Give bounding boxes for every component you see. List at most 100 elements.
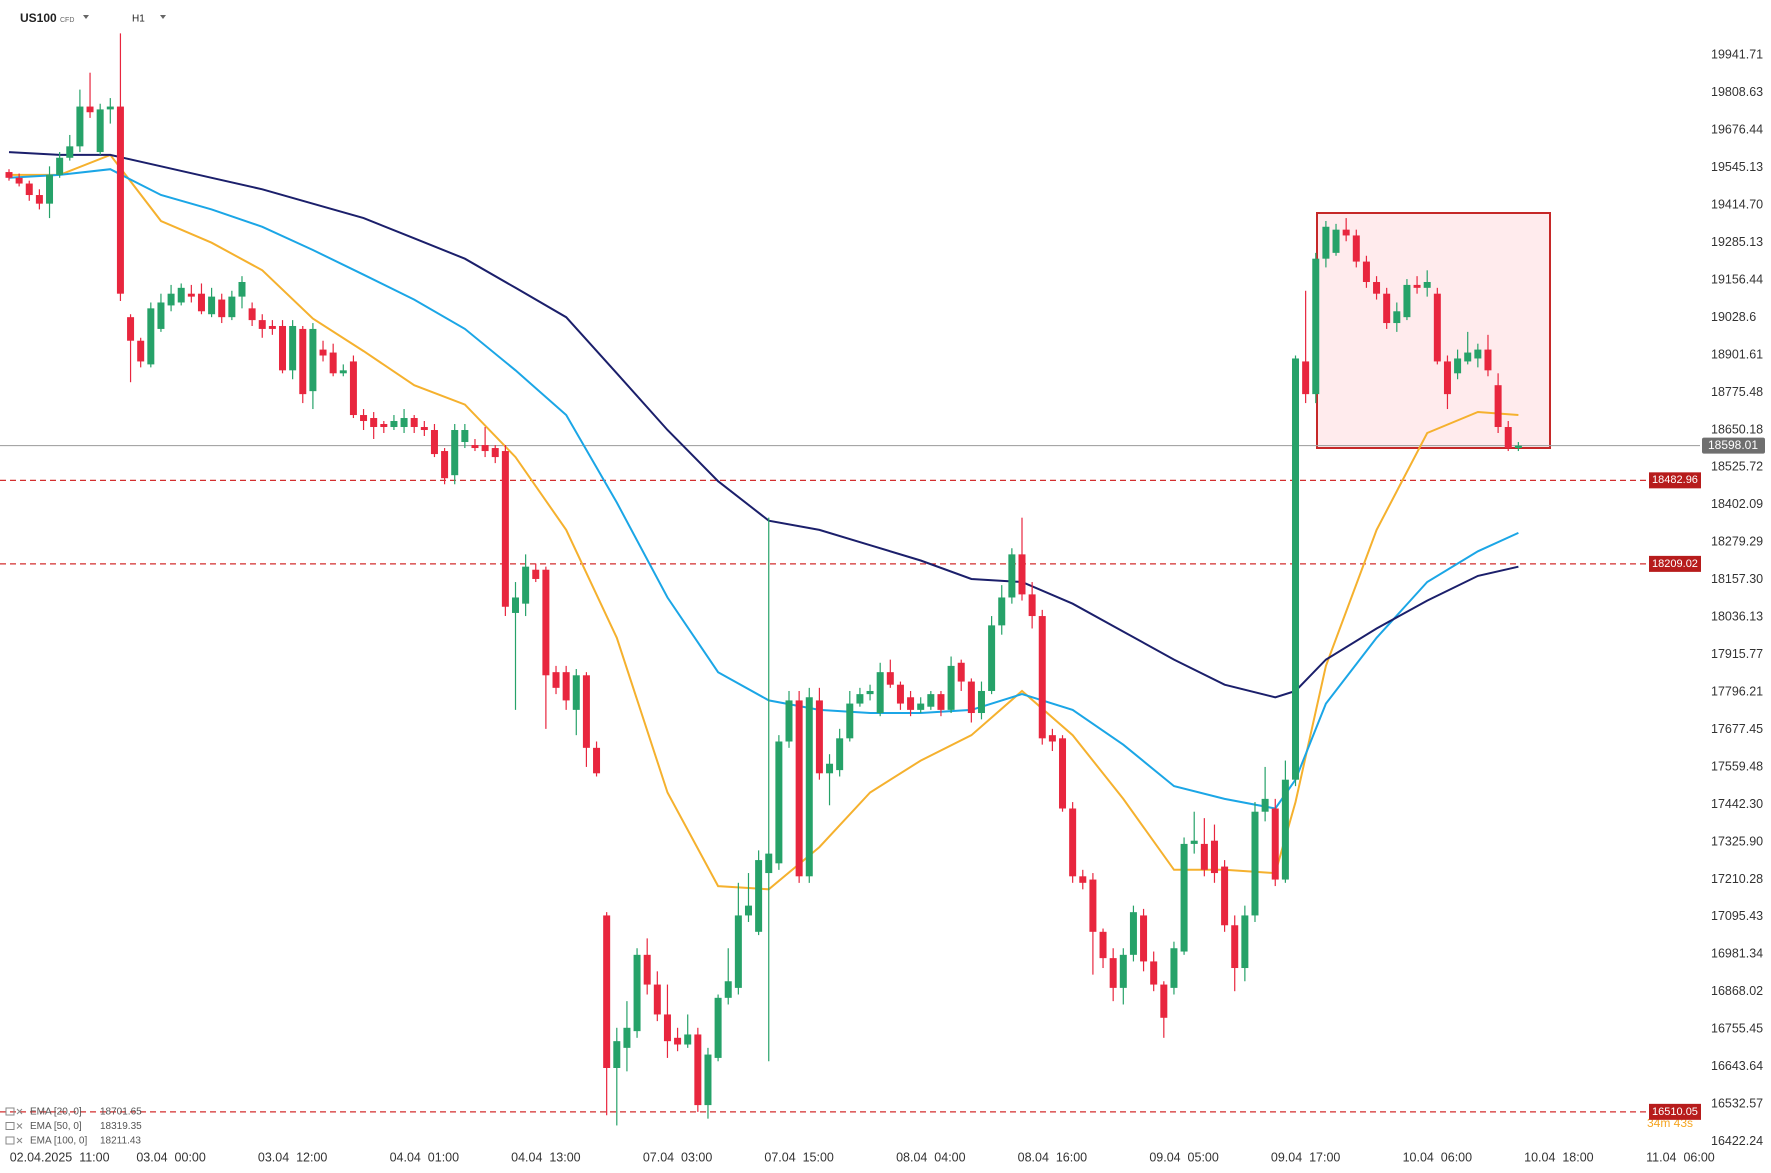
y-tick-label: 17677.45	[1711, 722, 1763, 736]
level-label-bg	[1649, 1103, 1701, 1120]
candle-body	[1454, 358, 1462, 374]
candle-body	[795, 700, 803, 877]
candle-body	[208, 296, 216, 315]
candle-body	[451, 430, 459, 476]
candle-body	[532, 569, 540, 579]
candle-body	[441, 451, 449, 479]
candle-body	[937, 694, 945, 710]
legend-value: 18701.65	[100, 1107, 142, 1118]
candle-body	[1069, 808, 1077, 877]
candle-body	[552, 672, 560, 688]
candle-body	[46, 174, 54, 204]
legend-icon	[5, 1107, 15, 1116]
candle-body	[1221, 866, 1229, 926]
candle-body	[420, 427, 428, 431]
legend-item: EMA [100, 0] 18211.43	[5, 1136, 141, 1147]
candle-body	[309, 328, 317, 392]
candle-body	[380, 424, 388, 428]
candle-body	[562, 672, 570, 701]
candle-body	[329, 352, 337, 374]
candle-body	[56, 157, 64, 175]
candle-body	[1312, 258, 1320, 395]
y-tick-label: 16422.24	[1711, 1134, 1763, 1148]
candle-body	[157, 302, 165, 329]
y-tick-label: 19545.13	[1711, 160, 1763, 174]
candle-body	[714, 997, 722, 1058]
candle-body	[572, 675, 580, 710]
candle-body	[1281, 779, 1289, 880]
candle-body	[1494, 385, 1502, 428]
y-tick-label: 19028.6	[1711, 310, 1756, 324]
y-tick-label: 17442.30	[1711, 797, 1763, 811]
y-tick-label: 16868.02	[1711, 984, 1763, 998]
candle-body	[147, 308, 155, 365]
legend-icon	[5, 1136, 15, 1145]
x-tick-label: 03.04 00:00	[136, 1150, 206, 1164]
candle-body	[1028, 594, 1036, 617]
highlight-box	[1316, 212, 1551, 449]
y-tick-label: 19414.70	[1711, 197, 1763, 211]
candle-body	[1109, 958, 1117, 988]
candle-body	[603, 915, 611, 1068]
candle-body	[886, 672, 894, 685]
candle-body	[501, 451, 509, 607]
x-tick-label: 10.04 18:00	[1524, 1150, 1594, 1164]
legend-remove[interactable]	[16, 1108, 23, 1115]
x-tick-label: 11.04 06:00	[1646, 1150, 1715, 1164]
legend-item: EMA [50, 0] 18319.35	[5, 1121, 142, 1132]
candle-body	[430, 430, 438, 455]
legend-item: EMA [20, 0] 18701.65	[5, 1107, 142, 1118]
y-tick-label: 19676.44	[1711, 123, 1763, 137]
candle-body	[724, 981, 732, 998]
candle-body	[238, 281, 246, 297]
candle-body	[370, 418, 378, 428]
symbol[interactable]: US100	[20, 11, 57, 25]
level-label: 18482.96	[1652, 474, 1698, 486]
candle-body	[1403, 284, 1411, 318]
candle-body	[826, 763, 834, 774]
candle-body	[1474, 349, 1482, 359]
y-tick-label: 18901.61	[1711, 347, 1763, 361]
candle-body	[765, 853, 773, 874]
symbol-dropdown[interactable]	[83, 15, 89, 19]
legend-name: EMA [50, 0]	[30, 1121, 82, 1132]
y-tick-label: 17095.43	[1711, 909, 1763, 923]
candle-body	[1190, 840, 1198, 844]
candle-body	[86, 106, 94, 113]
candle-body	[137, 340, 145, 362]
candle-body	[947, 665, 955, 710]
candle-body	[5, 172, 13, 178]
candle-body	[846, 703, 854, 739]
candle-body	[684, 1034, 692, 1045]
candle-body	[35, 195, 43, 204]
x-tick-label: 08.04 04:00	[896, 1150, 966, 1164]
candle-body	[187, 293, 195, 297]
candle-body	[1514, 445, 1522, 449]
candle-body	[734, 915, 742, 988]
candle-body	[360, 415, 368, 422]
candle-body	[998, 597, 1006, 626]
level-label-bg	[1649, 555, 1701, 572]
candle-body	[1352, 235, 1360, 262]
candle-body	[522, 566, 530, 604]
legend-remove[interactable]	[16, 1123, 23, 1129]
candle-body	[410, 418, 418, 428]
candle-body	[1292, 358, 1300, 780]
candle-body	[623, 1027, 631, 1048]
legend-remove[interactable]	[16, 1137, 23, 1144]
candle-body	[1160, 984, 1168, 1018]
candle-body	[1210, 840, 1218, 874]
ema-line	[9, 153, 1519, 891]
candle-body	[289, 325, 297, 371]
timeframe[interactable]: H1	[132, 14, 145, 25]
candle-body	[775, 741, 783, 864]
candle-body	[876, 672, 884, 714]
candle-body	[1018, 554, 1026, 595]
candle-body	[1231, 925, 1239, 969]
candle-body	[1038, 616, 1046, 739]
timeframe-dropdown[interactable]	[160, 15, 166, 19]
legend-name: EMA [100, 0]	[30, 1136, 87, 1147]
candle-body	[1241, 915, 1249, 969]
candle-body	[633, 954, 641, 1032]
